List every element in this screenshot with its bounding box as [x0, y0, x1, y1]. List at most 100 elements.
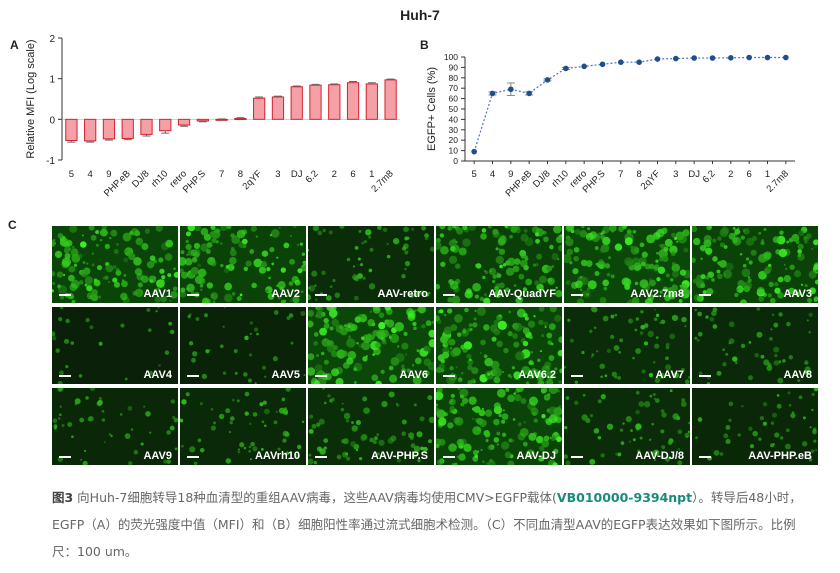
cell-spot	[449, 347, 453, 350]
cell-spot	[172, 415, 176, 420]
micrograph-tile: AAV8	[692, 307, 818, 384]
cell-spot	[813, 388, 818, 392]
cell-spot	[130, 428, 134, 431]
cell-spot	[539, 350, 542, 353]
cell-spot	[487, 372, 491, 376]
cell-spot	[239, 293, 243, 297]
cell-spot	[784, 267, 788, 271]
cell-spot	[631, 297, 640, 303]
cell-spot	[58, 413, 62, 417]
cell-spot	[450, 393, 455, 399]
cell-spot	[273, 310, 279, 315]
cell-spot	[311, 270, 318, 277]
fluorescence-image	[52, 226, 178, 303]
cell-spot	[649, 394, 653, 398]
cell-spot	[648, 278, 652, 282]
cell-spot	[648, 372, 654, 378]
cell-spot	[758, 295, 765, 302]
data-point	[544, 77, 551, 83]
cell-spot	[456, 438, 464, 447]
cell-spot	[110, 229, 118, 237]
cell-spot	[535, 232, 540, 237]
bar	[65, 118, 78, 141]
cell-spot	[492, 274, 497, 279]
cell-spot	[308, 428, 314, 434]
cell-spot	[98, 396, 102, 401]
cell-spot	[523, 228, 528, 233]
cell-spot	[804, 283, 808, 288]
cell-spot	[493, 418, 500, 426]
cell-spot	[417, 458, 421, 463]
cell-spot	[323, 438, 329, 443]
cell-spot	[773, 360, 780, 366]
cell-spot	[483, 293, 487, 297]
cell-spot	[566, 248, 574, 256]
cell-spot	[557, 349, 562, 357]
cell-spot	[457, 388, 461, 390]
cell-spot	[600, 232, 603, 236]
cell-spot	[460, 371, 464, 375]
cell-spot	[495, 255, 504, 265]
cell-spot	[525, 381, 530, 384]
cell-spot	[461, 453, 465, 457]
cell-spot	[241, 238, 248, 245]
cell-spot	[52, 281, 56, 285]
cell-spot	[520, 397, 527, 405]
cell-spot	[558, 336, 562, 344]
cell-spot	[386, 242, 389, 245]
x-tick-label: 7	[618, 169, 623, 180]
cell-spot	[798, 395, 803, 400]
cell-spot	[71, 245, 75, 249]
cell-spot	[332, 279, 336, 283]
cell-spot	[722, 348, 725, 352]
y-tick-label: 0	[49, 115, 55, 126]
cell-spot	[513, 258, 521, 265]
cell-spot	[225, 408, 231, 414]
cell-spot	[95, 230, 98, 234]
cell-spot	[393, 238, 400, 245]
fluorescence-image	[308, 388, 434, 465]
cell-spot	[741, 268, 751, 278]
cell-spot	[339, 325, 343, 330]
vector-id-link[interactable]: VB010000-9394npt	[556, 490, 693, 505]
cell-spot	[622, 422, 625, 425]
cell-spot	[448, 255, 458, 264]
cell-spot	[479, 296, 485, 302]
cell-spot	[362, 276, 366, 280]
cell-spot	[127, 405, 133, 411]
x-tick-label: DJ/8	[531, 168, 553, 190]
cell-spot	[661, 445, 666, 450]
cell-spot	[611, 371, 617, 377]
cell-spot	[585, 418, 591, 424]
cell-spot	[505, 287, 510, 292]
cell-spot	[74, 398, 81, 405]
cell-spot	[115, 267, 120, 272]
cell-spot	[276, 256, 279, 259]
cell-spot	[71, 435, 74, 439]
cell-spot	[552, 462, 558, 465]
cell-spot	[93, 278, 98, 282]
y-tick-label: 100	[444, 52, 458, 62]
data-point	[581, 63, 587, 70]
cell-spot	[372, 307, 381, 314]
cell-spot	[479, 352, 482, 355]
x-tick-label: 4	[88, 169, 93, 180]
cell-spot	[278, 226, 281, 229]
cell-spot	[243, 266, 249, 272]
cell-spot	[265, 289, 269, 293]
x-tick-label: 1	[765, 169, 770, 180]
cell-spot	[723, 433, 729, 439]
x-tick-label: 8	[238, 169, 243, 180]
cell-spot	[684, 324, 687, 328]
cell-spot	[180, 418, 184, 423]
cell-spot	[675, 240, 679, 243]
cell-spot	[285, 451, 290, 456]
tile-background	[692, 388, 818, 465]
cell-spot	[712, 238, 717, 243]
cell-spot	[635, 348, 642, 355]
cell-spot	[89, 325, 94, 330]
cell-spot	[59, 370, 64, 376]
cell-spot	[706, 288, 714, 296]
cell-spot	[723, 245, 728, 249]
